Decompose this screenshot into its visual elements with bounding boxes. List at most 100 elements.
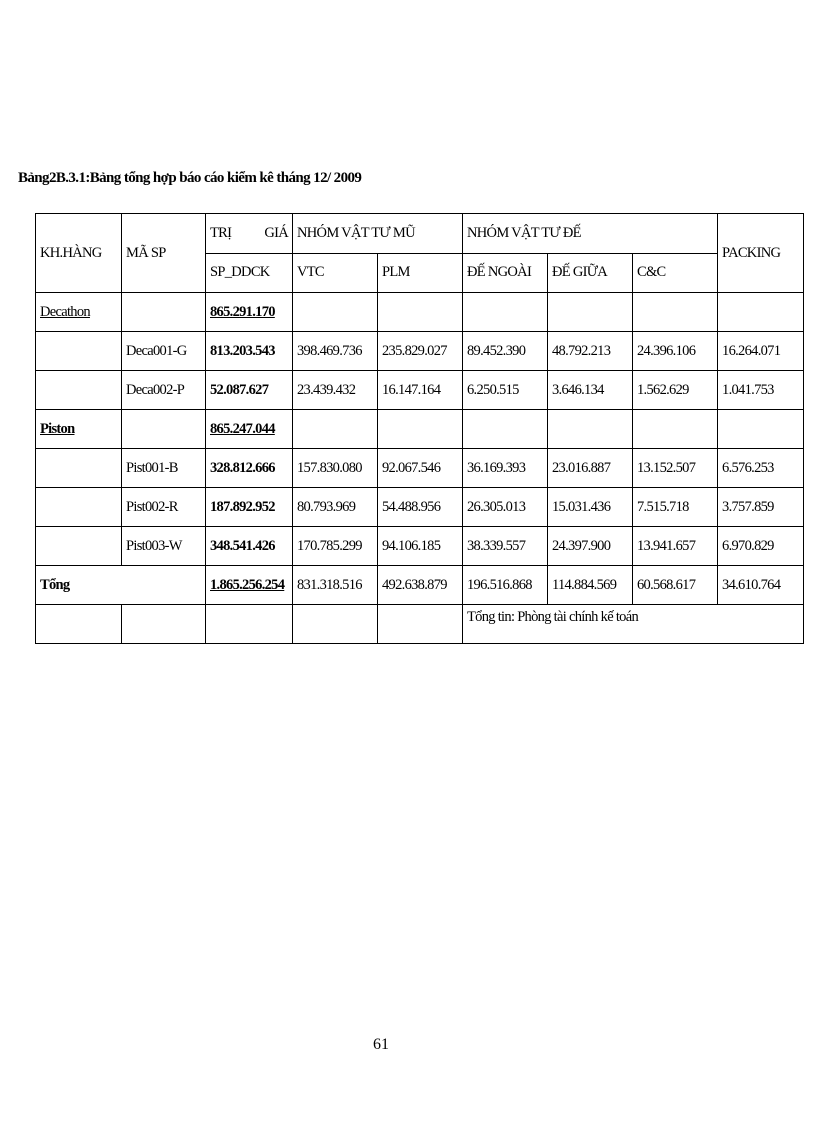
- cell-vtc: 23.439.432: [292, 370, 378, 410]
- cell-vtc: 157.830.080: [292, 448, 378, 488]
- cell-outer: 36.169.393: [462, 448, 548, 488]
- empty-cell: [35, 487, 122, 527]
- empty-cell: [377, 409, 463, 449]
- group-row: Piston 865.247.044: [35, 409, 805, 449]
- cell-packing: 1.041.753: [717, 370, 805, 410]
- empty-cell: [121, 409, 206, 449]
- product-code: Pist002-R: [121, 487, 206, 527]
- cell-cc: 1.562.629: [631, 370, 719, 410]
- cell-cc: 13.941.657: [631, 526, 719, 566]
- empty-cell: [292, 604, 378, 644]
- table-title: Bảng2B.3.1:Bảng tổng hợp báo cáo kiểm kê…: [18, 170, 362, 186]
- header-packing: PACKING: [717, 213, 805, 293]
- cell-plm: 94.106.185: [377, 526, 463, 566]
- page-number: 61: [373, 1036, 389, 1053]
- empty-cell: [462, 292, 548, 332]
- cell-packing: 3.757.859: [717, 487, 805, 527]
- empty-cell: [35, 331, 122, 371]
- total-value: 1.865.256.254: [205, 565, 293, 605]
- cell-packing: 6.576.253: [717, 448, 805, 488]
- header-group-hat: NHÓM VẬT TƯ MŨ: [292, 213, 463, 254]
- empty-cell: [717, 292, 805, 332]
- group-row: Decathon 865.291.170: [35, 292, 805, 332]
- customer-name: Piston: [35, 409, 122, 449]
- customer-total: 865.247.044: [205, 409, 293, 449]
- source-note: Tổng tin: Phòng tài chính kế toán: [461, 604, 805, 644]
- product-value: 813.203.543: [205, 331, 293, 371]
- empty-cell: [35, 448, 122, 488]
- cell-outer: 6.250.515: [462, 370, 548, 410]
- header-customer: KH.HÀNG: [35, 213, 122, 293]
- total-packing: 34.610.764: [717, 565, 805, 605]
- product-code: Pist001-B: [121, 448, 206, 488]
- header-row-2: SP_DDCK VTC PLM ĐẾ NGOÀI ĐẾ GIỮA C&C: [36, 252, 804, 293]
- product-value: 187.892.952: [205, 487, 293, 527]
- header-value-part2: GIÁ: [264, 224, 288, 241]
- total-outer: 196.516.868: [462, 565, 548, 605]
- empty-cell: [35, 604, 122, 644]
- empty-cell: [631, 409, 719, 449]
- cell-outer: 89.452.390: [462, 331, 548, 371]
- total-mid: 114.884.569: [547, 565, 633, 605]
- empty-cell: [547, 292, 633, 332]
- product-code: Deca002-P: [121, 370, 206, 410]
- cell-mid: 24.397.900: [547, 526, 633, 566]
- cell-mid: 15.031.436: [547, 487, 633, 527]
- empty-cell: [35, 370, 122, 410]
- cell-plm: 16.147.164: [377, 370, 463, 410]
- total-cc: 60.568.617: [631, 565, 719, 605]
- product-code: Pist003-W: [121, 526, 206, 566]
- product-value: 52.087.627: [205, 370, 293, 410]
- total-row: Tổng 1.865.256.254 831.318.516 492.638.8…: [35, 565, 805, 605]
- header-value: TRỊ GIÁ: [205, 213, 293, 254]
- table-row: Deca001-G 813.203.543 398.469.736 235.829.0…: [35, 331, 805, 371]
- source-row: Tổng tin: Phòng tài chính kế toán: [35, 604, 805, 644]
- cell-vtc: 398.469.736: [292, 331, 378, 371]
- empty-cell: [377, 604, 463, 644]
- header-row-1: KH.HÀNG MÃ SP TRỊ GIÁ NHÓM VẬT TƯ MŨ NHÓM…: [35, 213, 805, 293]
- empty-cell: [462, 409, 548, 449]
- table-row: Pist001-B 328.812.666 157.830.080 92.067.54…: [35, 448, 805, 488]
- cell-mid: 3.646.134: [547, 370, 633, 410]
- customer-total: 865.291.170: [205, 292, 293, 332]
- header-product-code: MÃ SP: [121, 213, 206, 293]
- header-plm: PLM: [377, 252, 463, 293]
- header-mid-sole: ĐẾ GIỮA: [547, 252, 633, 293]
- empty-cell: [205, 604, 293, 644]
- empty-cell: [121, 292, 206, 332]
- total-label: Tổng: [35, 565, 206, 605]
- cell-outer: 38.339.557: [462, 526, 548, 566]
- empty-cell: [631, 292, 719, 332]
- total-plm: 492.638.879: [377, 565, 463, 605]
- cell-cc: 7.515.718: [631, 487, 719, 527]
- product-value: 348.541.426: [205, 526, 293, 566]
- cell-plm: 54.488.956: [377, 487, 463, 527]
- empty-cell: [717, 409, 805, 449]
- cell-vtc: 80.793.969: [292, 487, 378, 527]
- header-outer-sole: ĐẾ NGOÀI: [462, 252, 548, 293]
- empty-cell: [292, 409, 378, 449]
- cell-plm: 235.829.027: [377, 331, 463, 371]
- total-vtc: 831.318.516: [292, 565, 378, 605]
- product-code: Deca001-G: [121, 331, 206, 371]
- table-row: Pist002-R 187.892.952 80.793.969 54.488.956…: [35, 487, 805, 527]
- empty-cell: [547, 409, 633, 449]
- cell-mid: 23.016.887: [547, 448, 633, 488]
- cell-cc: 13.152.507: [631, 448, 719, 488]
- cell-cc: 24.396.106: [631, 331, 719, 371]
- product-value: 328.812.666: [205, 448, 293, 488]
- header-value-line2: SP_DDCK: [205, 252, 293, 293]
- header-group-sole: NHÓM VẬT TƯ ĐẾ: [461, 213, 719, 254]
- header-cc: C&C: [631, 252, 719, 293]
- cell-vtc: 170.785.299: [292, 526, 378, 566]
- cell-packing: 6.970.829: [717, 526, 805, 566]
- inventory-summary-table: KH.HÀNG MÃ SP TRỊ GIÁ NHÓM VẬT TƯ MŨ NHÓM…: [35, 213, 805, 644]
- table-row: Pist003-W 348.541.426 170.785.299 94.106.18…: [35, 526, 805, 566]
- cell-plm: 92.067.546: [377, 448, 463, 488]
- empty-cell: [121, 604, 206, 644]
- empty-cell: [292, 292, 378, 332]
- cell-outer: 26.305.013: [462, 487, 548, 527]
- header-vtc: VTC: [292, 252, 378, 293]
- cell-mid: 48.792.213: [547, 331, 633, 371]
